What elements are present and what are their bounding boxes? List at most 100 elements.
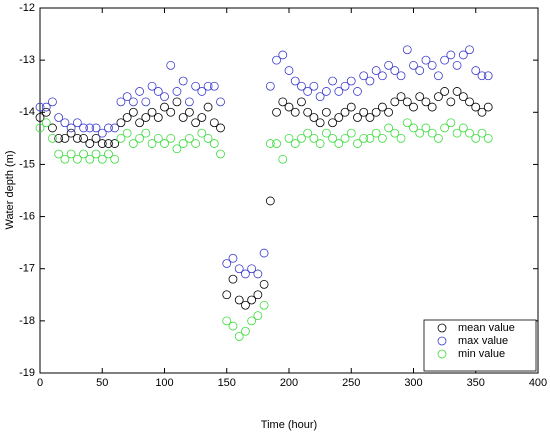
y-tick-label: -19: [19, 367, 35, 379]
point: [79, 123, 88, 133]
point: [303, 107, 313, 117]
point: [172, 97, 182, 107]
point: [166, 107, 176, 117]
point: [365, 113, 375, 122]
point: [483, 133, 493, 143]
point: [191, 81, 201, 91]
x-tick-label: 350: [467, 377, 485, 389]
point: [384, 123, 394, 133]
point: [253, 311, 263, 321]
point: [278, 97, 288, 107]
point: [278, 154, 288, 164]
point: [446, 50, 456, 60]
point: [346, 76, 356, 86]
point: [315, 118, 325, 128]
point: [390, 128, 400, 138]
legend-label: mean value: [458, 322, 515, 334]
point: [371, 107, 381, 117]
point: [384, 60, 394, 70]
point: [54, 133, 64, 143]
point: [340, 133, 350, 143]
point: [371, 128, 381, 138]
point: [328, 133, 337, 143]
point: [41, 118, 51, 128]
point: [110, 123, 120, 133]
point: [184, 97, 194, 107]
x-tick-label: 100: [155, 377, 173, 389]
point: [409, 60, 418, 70]
point: [216, 149, 225, 159]
point: [35, 113, 45, 122]
point: [402, 97, 412, 107]
point: [191, 118, 201, 128]
point: [66, 149, 76, 159]
point: [265, 81, 275, 91]
point: [234, 264, 244, 274]
point: [415, 66, 425, 75]
point: [471, 66, 481, 75]
point: [153, 87, 163, 96]
legend-marker: [437, 336, 447, 346]
point: [110, 154, 120, 164]
legend-label: min value: [458, 348, 505, 360]
point: [203, 133, 213, 143]
point: [272, 55, 281, 65]
point: [409, 102, 418, 112]
point: [41, 102, 51, 112]
point: [228, 321, 238, 331]
point: [178, 113, 188, 122]
point: [446, 118, 456, 128]
x-tick-label: 50: [96, 377, 108, 389]
point: [122, 92, 132, 102]
point: [265, 139, 275, 148]
point: [452, 60, 462, 70]
y-tick-label: -16: [19, 210, 35, 222]
point: [415, 92, 425, 102]
point: [465, 45, 474, 55]
point: [334, 139, 344, 148]
point: [104, 149, 113, 159]
point: [421, 97, 431, 107]
plot-box: [39, 7, 539, 374]
point: [41, 107, 51, 117]
point: [184, 133, 194, 143]
point: [209, 139, 219, 148]
x-axis-label: Time (hour): [261, 419, 317, 431]
point: [166, 133, 176, 143]
point: [446, 97, 456, 107]
point: [222, 259, 232, 268]
y-tick-label: -18: [19, 315, 35, 327]
point: [253, 290, 263, 300]
point: [421, 123, 431, 133]
point: [60, 118, 70, 128]
x-tick-label: 0: [37, 377, 43, 389]
x-tick-label: 250: [342, 377, 360, 389]
point: [116, 133, 126, 143]
x-tick-label: 300: [404, 377, 422, 389]
point: [284, 66, 294, 75]
point: [197, 113, 207, 122]
point: [384, 107, 394, 117]
point: [290, 76, 300, 86]
point: [135, 118, 145, 128]
point: [241, 269, 250, 279]
point: [35, 102, 45, 112]
point: [66, 128, 76, 138]
point: [122, 113, 132, 122]
point: [359, 71, 369, 81]
point: [247, 295, 257, 305]
point: [60, 154, 70, 164]
point: [297, 81, 306, 91]
point: [309, 81, 319, 91]
point: [290, 107, 300, 117]
point: [402, 118, 412, 128]
point: [85, 139, 95, 148]
point: [433, 92, 443, 102]
point: [365, 133, 375, 143]
point: [353, 139, 362, 148]
point: [234, 332, 244, 341]
point: [147, 139, 157, 148]
point: [209, 118, 219, 128]
point: [104, 139, 113, 148]
point: [477, 107, 487, 117]
